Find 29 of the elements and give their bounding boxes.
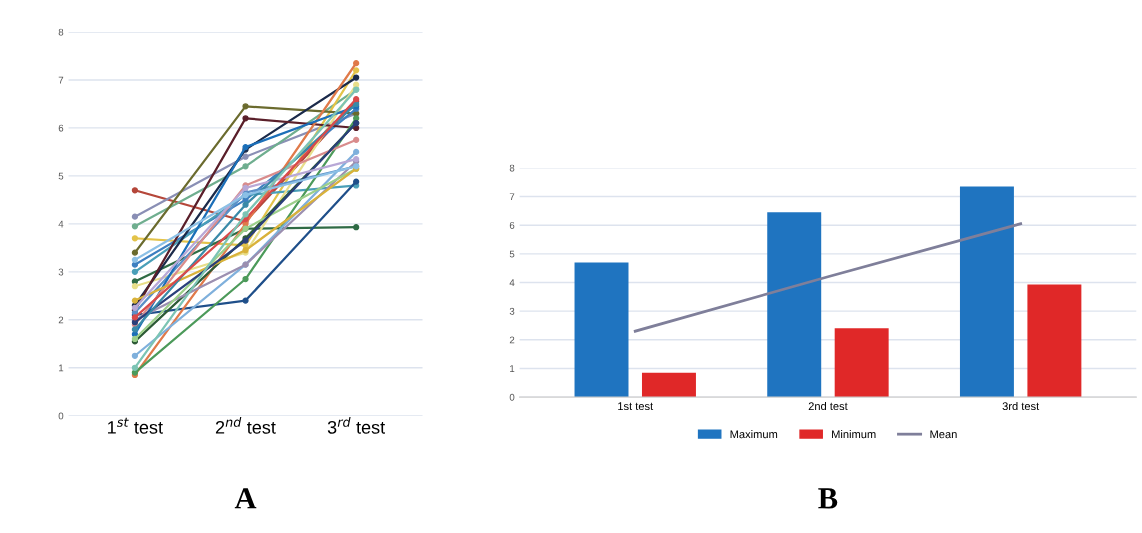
text: A bbox=[234, 488, 257, 509]
y-tick-label: 4 bbox=[509, 279, 515, 287]
y-tick-label: 1 bbox=[58, 364, 64, 372]
y-tick-label: 7 bbox=[509, 193, 515, 201]
y-tick-label: 6 bbox=[58, 124, 64, 132]
x-tick-label: 3$^{rd}$ test bbox=[327, 417, 385, 434]
text: B bbox=[818, 488, 838, 509]
y-tick-label: 6 bbox=[509, 221, 515, 229]
y-tick-label: 7 bbox=[58, 76, 64, 84]
y-tick-label: 0 bbox=[58, 412, 64, 420]
y-tick-label: 2 bbox=[58, 316, 64, 324]
legend-label: Mean bbox=[930, 430, 957, 439]
y-tick-label: 4 bbox=[58, 220, 64, 228]
y-tick-label: 5 bbox=[509, 250, 515, 258]
y-tick-label: 0 bbox=[509, 393, 515, 401]
y-tick-label: 3 bbox=[58, 268, 64, 276]
x-tick-label: 1$^{st}$ test bbox=[108, 417, 163, 434]
y-tick-label: 2 bbox=[509, 336, 515, 344]
x-tick-label: 2nd test bbox=[808, 401, 848, 411]
y-tick-label: 3 bbox=[509, 307, 515, 315]
y-tick-label: 5 bbox=[58, 172, 64, 180]
y-tick-label: 1 bbox=[510, 365, 515, 372]
x-tick-label: 2$^{nd}$ test bbox=[215, 417, 276, 434]
x-tick-label: 1st test bbox=[618, 402, 654, 411]
y-tick-label: 8 bbox=[58, 28, 64, 36]
legend-label: Minimum bbox=[832, 430, 876, 439]
y-tick-label: 8 bbox=[509, 164, 515, 172]
legend-label: Maximum bbox=[730, 430, 778, 439]
x-tick-label: 3rd test bbox=[1002, 401, 1040, 411]
